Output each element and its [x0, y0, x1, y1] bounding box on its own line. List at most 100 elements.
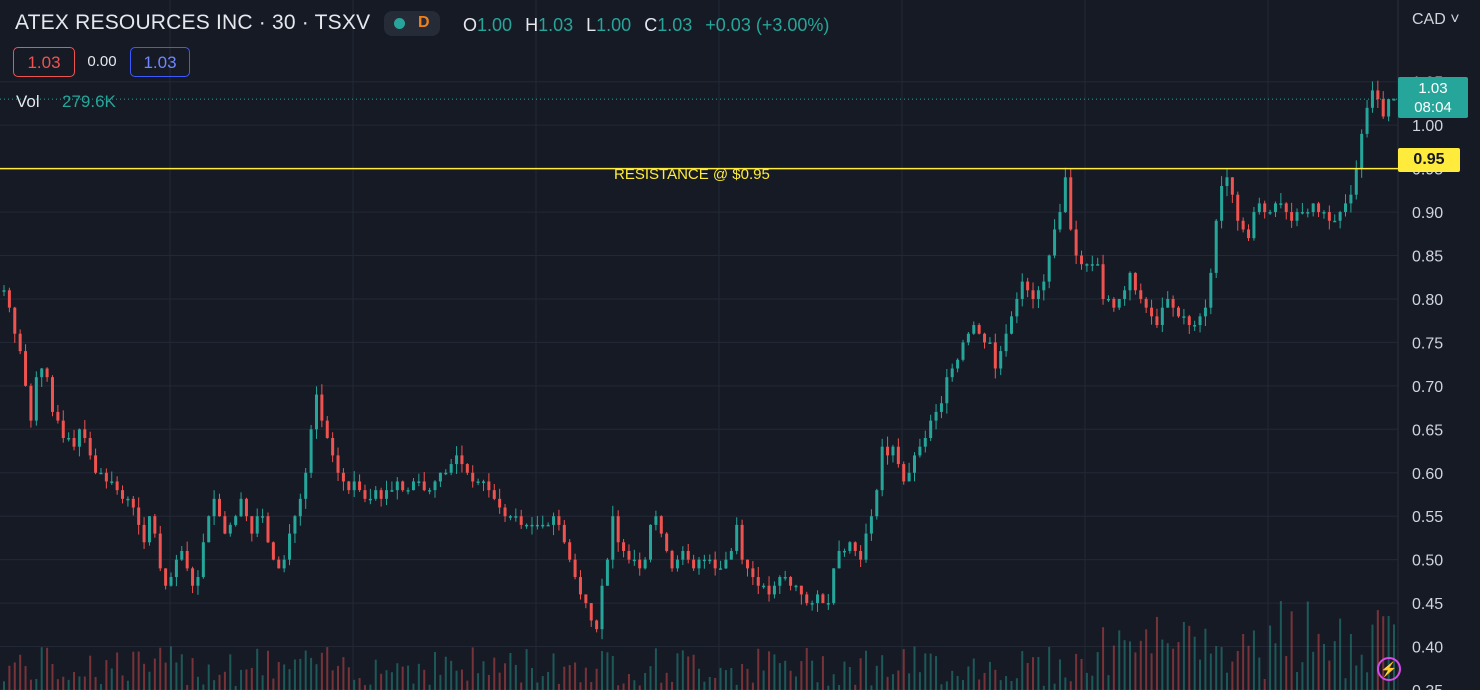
candle-body [56, 411, 60, 421]
candle-body [832, 568, 836, 604]
candle-body [692, 559, 696, 569]
candle-body [708, 559, 712, 562]
candle-body [201, 542, 205, 578]
candle-body [40, 368, 44, 378]
candle-body [756, 577, 760, 586]
volume-bar [951, 670, 954, 690]
volume-bar [1166, 643, 1169, 690]
volume-bar [29, 679, 32, 690]
volume-bar [159, 647, 162, 690]
resistance-label[interactable]: RESISTANCE @ $0.95 [614, 166, 770, 183]
open-label: O [463, 15, 478, 35]
volume-label[interactable]: Vol [16, 92, 40, 111]
volume-bar [1371, 624, 1374, 690]
volume-bar [789, 670, 792, 690]
candle-body [223, 516, 227, 534]
candle-body [67, 438, 71, 440]
volume-bar [390, 672, 393, 690]
candle-body [422, 481, 426, 491]
candle-body [24, 351, 28, 386]
candle-body [169, 577, 173, 586]
candle-body [1036, 290, 1040, 299]
volume-bar [299, 658, 302, 690]
chart-title[interactable]: ATEX RESOURCES INC · 30 · TSXV [15, 11, 371, 34]
candle-body [244, 498, 248, 517]
market-open-dot-icon [394, 18, 405, 29]
volume-bar [1269, 625, 1272, 690]
candle-body [1284, 203, 1288, 213]
candle-body [686, 550, 690, 560]
buy-button[interactable]: 1.03 [130, 47, 190, 77]
volume-bar [78, 676, 81, 690]
volume-bar [1317, 633, 1320, 690]
candle-body [1176, 307, 1180, 317]
volume-bar [1177, 642, 1180, 690]
candle-body [325, 420, 329, 438]
volume-bar [277, 661, 280, 690]
volume-bar [1209, 653, 1212, 690]
volume-bar [746, 668, 749, 690]
candle-body [455, 455, 459, 465]
volume-bar [741, 664, 744, 690]
volume-bar [396, 663, 399, 690]
candle-body [1387, 99, 1391, 117]
volume-bar [1285, 656, 1288, 690]
volume-bar [116, 652, 119, 690]
candle-body [999, 351, 1003, 369]
candle-body [1290, 212, 1294, 221]
volume-bar [450, 660, 453, 690]
candle-body [347, 481, 351, 491]
volume-bar [848, 667, 851, 690]
volume-bar [207, 664, 210, 690]
low-label: L [586, 15, 597, 35]
candle-body [1058, 212, 1062, 230]
volume-bar [482, 661, 485, 690]
candle-body [1090, 264, 1094, 266]
candle-body [1123, 290, 1127, 299]
candle-body [853, 542, 857, 551]
volume-bar [579, 682, 582, 690]
volume-bar [891, 674, 894, 690]
candle-body [794, 585, 798, 588]
candle-body [385, 490, 389, 499]
volume-bar [994, 669, 997, 690]
candle-body [1042, 281, 1046, 291]
candle-body [735, 524, 739, 551]
volume-bar [245, 669, 248, 690]
candle-body [724, 559, 728, 569]
candle-body [191, 568, 195, 586]
volume-bar [1085, 672, 1088, 690]
candle-body [859, 550, 863, 560]
lightning-icon[interactable]: ⚡ [1377, 657, 1401, 681]
volume-bar [266, 650, 269, 690]
market-status-pill[interactable]: D [384, 11, 440, 36]
candle-body [643, 559, 647, 569]
volume-bar [202, 684, 205, 690]
volume-bar [574, 662, 577, 690]
candle-body [1155, 316, 1159, 326]
volume-bar [153, 658, 156, 690]
candle-body [983, 333, 987, 343]
volume-bar [929, 653, 932, 690]
sell-button[interactable]: 1.03 [13, 47, 75, 77]
volume-bar [1182, 621, 1185, 690]
volume-bar [967, 666, 970, 690]
close-label: C [644, 15, 658, 35]
candle-body [1392, 99, 1396, 101]
volume-bar [601, 651, 604, 690]
volume-bar [751, 682, 754, 690]
candle-body [584, 594, 588, 604]
bar-countdown: 08:04 [1414, 99, 1452, 116]
candle-body [137, 507, 141, 525]
currency-selector[interactable]: CAD ˅ [1412, 11, 1460, 29]
volume-bar [854, 684, 857, 690]
volume-bar [638, 685, 641, 690]
candle-body [158, 533, 162, 569]
candle-body [411, 481, 415, 491]
candle-body [1106, 298, 1110, 301]
candle-body [406, 490, 410, 492]
volume-bar [509, 652, 512, 690]
candle-body [535, 524, 539, 527]
candle-body [498, 498, 502, 508]
